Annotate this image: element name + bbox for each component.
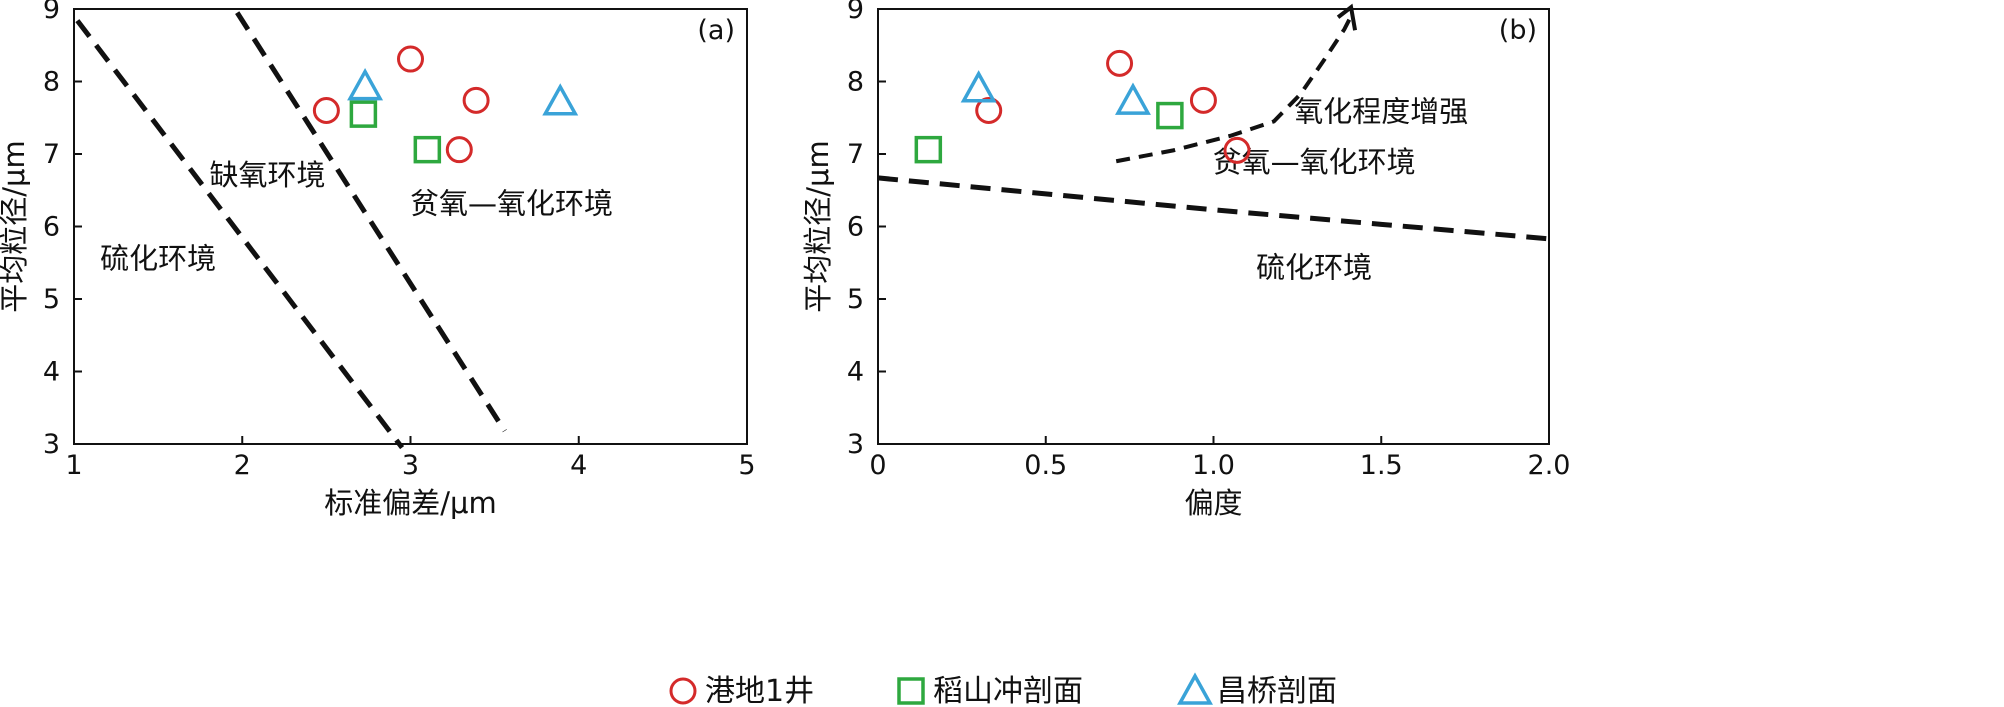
y-tick-label: 8 bbox=[847, 67, 864, 98]
data-point-square bbox=[1156, 101, 1184, 130]
legend-label: 昌桥剖面 bbox=[1217, 674, 1337, 707]
x-tick-label: 5 bbox=[738, 450, 755, 481]
legend-label: 港地1井 bbox=[705, 674, 814, 707]
data-point-triangle bbox=[542, 83, 579, 116]
legend-square-icon bbox=[897, 677, 925, 705]
y-tick-label: 9 bbox=[43, 0, 60, 25]
x-tick-label: 1 bbox=[65, 450, 82, 481]
data-point-circle bbox=[1106, 49, 1134, 77]
x-tick-label: 1.0 bbox=[1192, 450, 1235, 481]
x-tick-label: 3 bbox=[402, 450, 419, 481]
data-point-circle bbox=[462, 86, 490, 114]
data-point-circle bbox=[445, 136, 473, 164]
panel-label: (a) bbox=[697, 15, 735, 46]
boundary-line bbox=[235, 11, 507, 433]
x-tick-label: 4 bbox=[570, 450, 587, 481]
region-label: 贫氧—氧化环境 bbox=[1213, 145, 1416, 179]
data-point-square bbox=[413, 135, 442, 164]
x-axis-label: 标准偏差/μm bbox=[324, 486, 496, 520]
region-label: 贫氧—氧化环境 bbox=[410, 186, 613, 220]
plot-frame bbox=[73, 8, 748, 445]
x-tick-label: 2 bbox=[234, 450, 251, 481]
region-label: 氧化程度增强 bbox=[1294, 94, 1468, 128]
data-point-triangle bbox=[1115, 82, 1151, 115]
data-point-circle bbox=[312, 97, 340, 124]
x-tick-label: 0 bbox=[869, 450, 886, 481]
x-tick-label: 1.5 bbox=[1360, 450, 1403, 481]
data-point-triangle bbox=[960, 70, 997, 103]
y-tick-label: 3 bbox=[43, 429, 60, 460]
data-point-circle bbox=[397, 45, 424, 73]
x-tick-label: 0.5 bbox=[1024, 450, 1067, 481]
data-point-circle bbox=[1189, 86, 1217, 114]
legend-triangle-icon bbox=[1177, 672, 1213, 705]
region-label: 缺氧环境 bbox=[209, 158, 325, 192]
legend-circle-icon bbox=[669, 677, 697, 705]
panel-a: 1 2 3 4 5 3 4 5 6 7 8 9 标准偏差/μm 平均粒径/μm (a) 硫化环境 缺氧环境贫氧—… bbox=[0, 0, 756, 520]
panel-b: 0 0.5 1.0 1.5 2.0 3 4 5 6 7 8 9 偏度 平均粒径/μm (b) 氧化程度增强贫氧… bbox=[801, 0, 1570, 520]
data-point-circle bbox=[975, 97, 1003, 124]
y-tick-label: 7 bbox=[43, 139, 60, 170]
y-tick-label: 3 bbox=[847, 429, 864, 460]
y-tick-label: 8 bbox=[43, 67, 60, 98]
y-axis-label: 平均粒径/μm bbox=[801, 140, 835, 312]
data-point-square bbox=[914, 135, 943, 164]
y-tick-label: 9 bbox=[847, 0, 864, 25]
y-tick-label: 6 bbox=[847, 212, 864, 243]
region-label: 硫化环境 bbox=[1256, 250, 1372, 284]
x-axis-label: 偏度 bbox=[1184, 486, 1242, 520]
data-point-triangle bbox=[347, 67, 384, 101]
y-axis-label: 平均粒径/μm bbox=[0, 140, 31, 312]
y-tick-label: 7 bbox=[847, 139, 864, 170]
y-tick-label: 5 bbox=[847, 284, 864, 315]
boundary-line bbox=[877, 175, 1550, 242]
y-tick-label: 4 bbox=[43, 357, 60, 388]
panel-label: (b) bbox=[1499, 15, 1537, 46]
y-tick-label: 5 bbox=[43, 284, 60, 315]
data-point-square bbox=[349, 100, 378, 128]
y-tick-label: 6 bbox=[43, 212, 60, 243]
legend: 港地1井 稻山冲剖面 昌桥剖面 bbox=[669, 672, 1337, 707]
data-point-circle bbox=[1223, 136, 1251, 164]
y-tick-label: 4 bbox=[847, 357, 864, 388]
trend-arrow-head bbox=[1336, 3, 1358, 31]
region-label: 硫化环境 bbox=[100, 242, 216, 276]
legend-label: 稻山冲剖面 bbox=[933, 674, 1083, 707]
boundary-line bbox=[75, 19, 405, 450]
x-tick-label: 2.0 bbox=[1528, 450, 1571, 481]
